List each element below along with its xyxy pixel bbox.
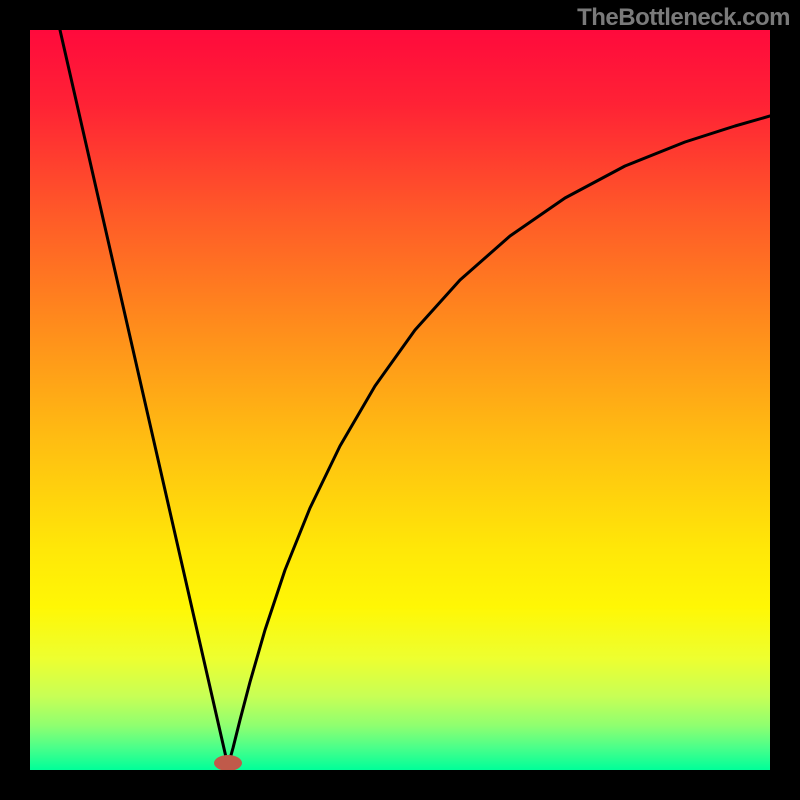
- chart-container: TheBottleneck.com: [0, 0, 800, 800]
- plot-area: [30, 30, 770, 770]
- watermark-text: TheBottleneck.com: [577, 4, 790, 32]
- optimum-marker: [214, 755, 242, 770]
- bottleneck-curve: [60, 30, 770, 766]
- curve-layer: [30, 30, 770, 770]
